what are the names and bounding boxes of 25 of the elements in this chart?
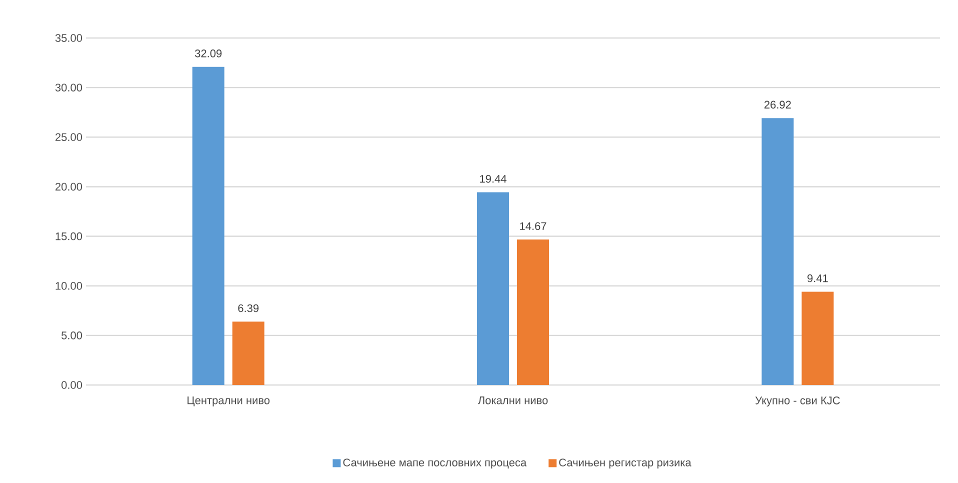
bar	[762, 118, 794, 385]
x-tick-label: Укупно - сви КЈС	[755, 396, 840, 406]
y-tick-label: 5.00	[62, 332, 82, 340]
data-label: 26.92	[764, 100, 791, 109]
legend-label: Сачињене мапе пословних процеса	[343, 458, 527, 469]
bar	[477, 192, 510, 385]
y-tick-label: 25.00	[55, 133, 82, 142]
data-label: 9.41	[807, 274, 828, 282]
x-tick-label: Локални ниво	[478, 396, 548, 404]
y-tick-label: 0.00	[61, 381, 82, 389]
y-tick-label: 30.00	[55, 84, 82, 92]
y-tick-label: 15.00	[56, 232, 82, 240]
bar	[232, 322, 264, 385]
y-tick-label: 35.00	[55, 34, 82, 42]
bar	[192, 66, 224, 385]
y-tick-label: 10.00	[56, 282, 82, 290]
bar	[517, 240, 550, 385]
data-label: 19.44	[480, 174, 506, 183]
data-label: 14.67	[520, 222, 546, 230]
legend-label: Сачињен регистар ризика	[559, 458, 692, 469]
x-tick-label: Централни ниво	[188, 396, 270, 406]
bar	[802, 292, 834, 385]
data-label: 6.39	[238, 304, 259, 312]
y-tick-label: 20.00	[55, 182, 82, 191]
data-label: 32.09	[195, 50, 222, 58]
